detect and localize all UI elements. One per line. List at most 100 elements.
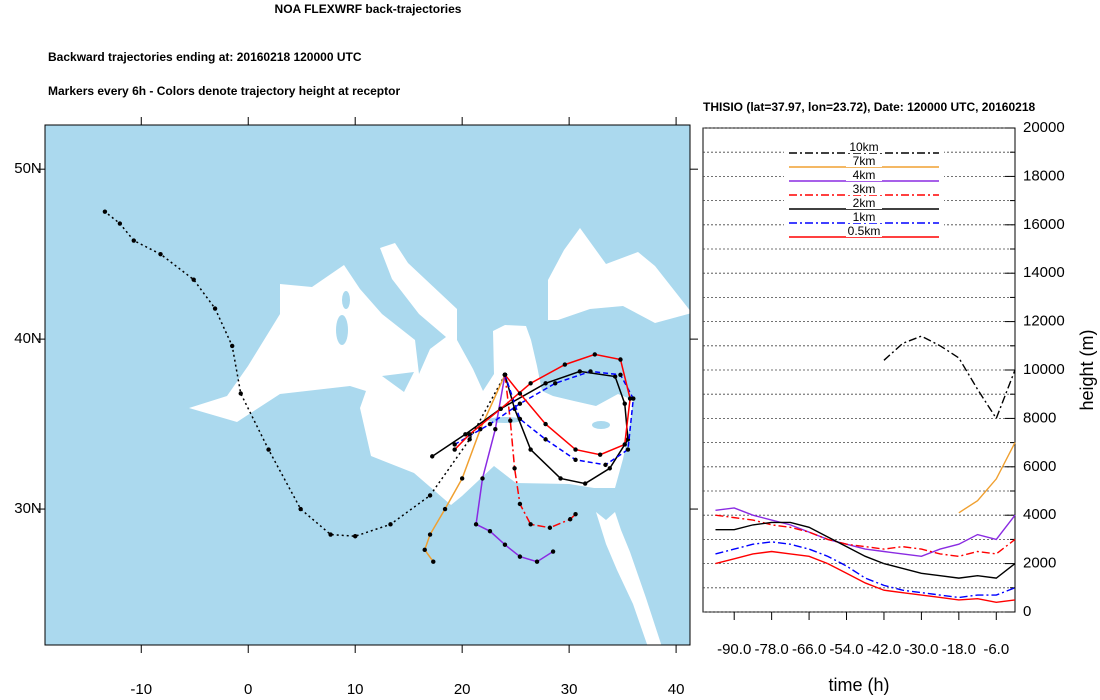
- legend-label: 7km: [853, 154, 876, 168]
- trajectory-marker: [493, 426, 498, 432]
- x-tick-label: -42.0: [867, 641, 901, 658]
- trajectory-marker: [459, 476, 465, 481]
- x-tick-label: -6.0: [983, 641, 1009, 658]
- trajectory-marker: [517, 501, 523, 507]
- cyprus: [592, 421, 610, 429]
- trajectory-marker: [618, 357, 623, 362]
- trajectory-marker: [528, 381, 533, 386]
- trajectory-marker: [562, 362, 568, 367]
- trajectory-marker: [588, 369, 593, 374]
- trajectory-marker: [603, 462, 608, 468]
- legend-label-bg: [846, 144, 882, 153]
- trajectory-marker: [352, 534, 358, 539]
- y-tick-label: 40N: [14, 330, 42, 347]
- trajectory-marker: [102, 209, 108, 214]
- legend-label: 3km: [853, 182, 876, 196]
- trajectory: [454, 353, 631, 456]
- trajectory-marker: [517, 401, 523, 406]
- trajectory-marker: [117, 221, 123, 226]
- trajectory-marker: [131, 238, 136, 243]
- corsica: [342, 291, 350, 309]
- trajectory-marker: [512, 466, 517, 471]
- x-tick-label: -90.0: [717, 641, 751, 658]
- series-line: [715, 507, 1016, 558]
- trajectory-marker: [528, 447, 533, 452]
- trajectory-marker: [607, 466, 612, 471]
- trajectory-marker: [487, 528, 493, 534]
- trajectory-marker: [298, 506, 303, 512]
- y-tick-label: 50N: [14, 160, 42, 177]
- series-line: [715, 514, 1016, 558]
- trajectory-marker: [543, 421, 548, 427]
- legend-label-bg: [846, 214, 882, 223]
- x-tick-label: -10: [130, 681, 152, 698]
- trajectory-marker: [238, 391, 243, 396]
- sicily: [382, 372, 414, 392]
- trajectory-marker: [328, 532, 333, 537]
- trajectory-marker: [431, 559, 436, 564]
- y-tick-label: 20000: [1023, 119, 1065, 136]
- trajectory-marker: [528, 522, 533, 527]
- trajectory-marker: [543, 381, 548, 386]
- trajectory-marker: [452, 447, 457, 452]
- red-sea: [596, 512, 662, 645]
- trajectory-marker: [191, 277, 196, 282]
- sardinia: [336, 315, 348, 345]
- note: Markers every 6h - Colors denote traject…: [48, 84, 400, 98]
- trajectory-marker: [558, 476, 563, 481]
- trajectory-marker: [631, 396, 636, 401]
- legend-label: 1km: [853, 210, 876, 224]
- trajectory: [504, 374, 577, 529]
- map-frame: [44, 124, 691, 646]
- trajectory-marker: [266, 447, 271, 452]
- legend-label-bg: [846, 186, 882, 195]
- legend-label: 4km: [853, 168, 876, 182]
- y-tick-label: 0: [1023, 603, 1031, 620]
- trajectory-marker: [622, 401, 627, 406]
- trajectory-marker: [229, 343, 235, 349]
- trajectory-marker: [550, 549, 556, 554]
- trajectory-marker: [592, 352, 598, 357]
- trajectory: [431, 370, 629, 485]
- trajectory-marker: [625, 447, 631, 452]
- trajectory-marker: [567, 517, 573, 522]
- trajectory-marker: [582, 481, 588, 486]
- trajectory-marker: [517, 554, 523, 559]
- trajectory-marker: [573, 457, 578, 462]
- y-tick-label: 8000: [1023, 409, 1056, 426]
- trajectory-marker: [547, 525, 553, 530]
- subtitle: Backward trajectories ending at: 2016021…: [48, 50, 362, 64]
- series-line: [883, 335, 1016, 420]
- x-axis-label: time (h): [828, 675, 889, 695]
- trajectory-marker: [498, 406, 503, 411]
- trajectory-marker: [597, 452, 603, 457]
- y-tick-label: 30N: [14, 500, 42, 517]
- trajectory-marker: [487, 421, 493, 427]
- trajectory-marker: [577, 369, 583, 374]
- trajectory-marker: [502, 542, 508, 547]
- page-title: NOA FLEXWRF back-trajectories: [275, 2, 462, 16]
- legend-label: 10km: [849, 140, 878, 154]
- legend-label: 2km: [853, 196, 876, 210]
- trajectory: [104, 211, 506, 538]
- trajectory-marker: [612, 374, 618, 379]
- trajectory-marker: [480, 476, 485, 481]
- trajectory-marker: [627, 396, 633, 401]
- y-tick-label: 4000: [1023, 506, 1056, 523]
- trajectory-marker: [618, 372, 623, 378]
- trajectory-marker: [463, 432, 468, 437]
- black-sea: [548, 228, 690, 323]
- y-tick-label: 16000: [1023, 216, 1065, 233]
- legend-label-bg: [846, 228, 882, 237]
- trajectory-marker: [517, 416, 523, 422]
- trajectory-marker: [543, 437, 548, 442]
- trajectory-marker: [422, 547, 427, 553]
- chart-title: THISIO (lat=37.97, lon=23.72), Date: 120…: [703, 100, 1036, 114]
- trajectory-marker: [427, 493, 433, 498]
- series-line: [715, 521, 1016, 579]
- x-tick-label: -66.0: [792, 641, 826, 658]
- x-tick-label: -30.0: [904, 641, 938, 658]
- x-tick-label: 30: [561, 681, 578, 698]
- legend-label: 0.5km: [848, 224, 881, 238]
